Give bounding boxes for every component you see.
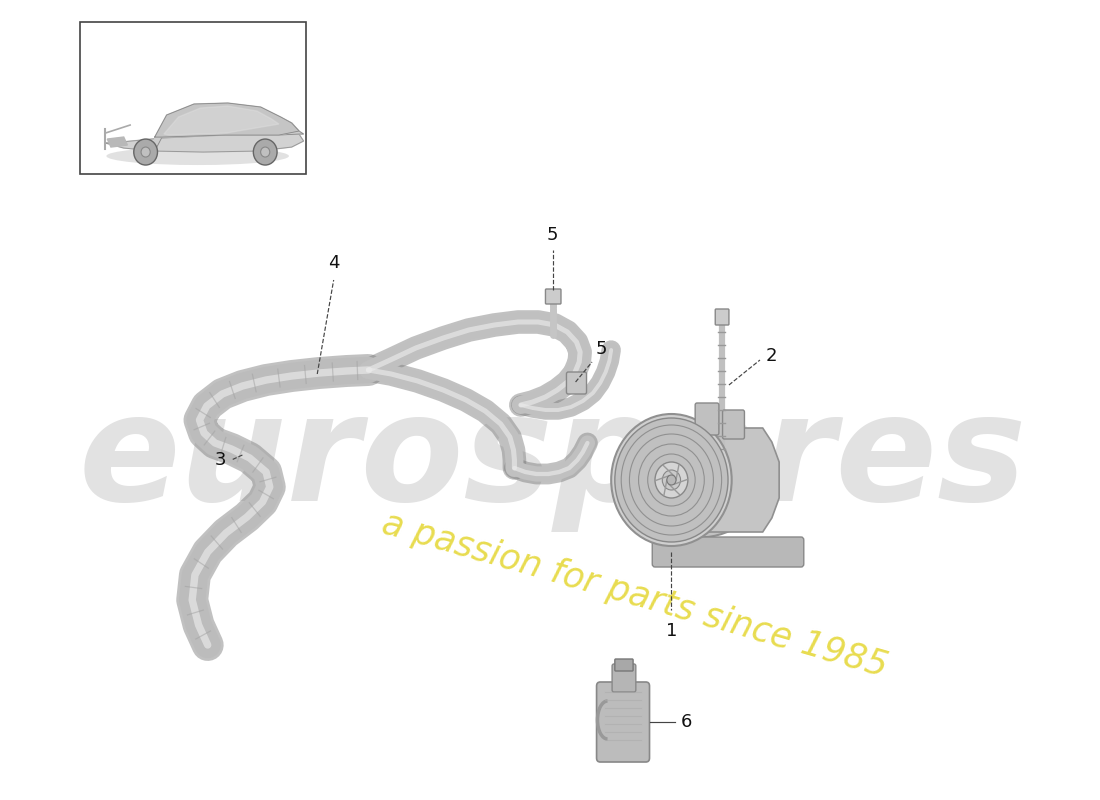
Circle shape [654,462,688,498]
Circle shape [261,147,270,157]
FancyBboxPatch shape [723,410,745,439]
Ellipse shape [107,147,289,165]
Circle shape [253,139,277,165]
Text: 5: 5 [547,226,559,244]
Circle shape [615,418,728,542]
Text: a passion for parts since 1985: a passion for parts since 1985 [378,506,892,684]
Polygon shape [155,109,304,151]
FancyBboxPatch shape [695,403,719,435]
Text: 1: 1 [666,622,678,640]
FancyBboxPatch shape [612,664,636,692]
Bar [80,22,306,174]
FancyBboxPatch shape [615,659,634,671]
Ellipse shape [632,422,764,538]
FancyBboxPatch shape [715,309,729,325]
Text: eurospares: eurospares [78,387,1027,533]
FancyBboxPatch shape [546,289,561,304]
FancyBboxPatch shape [566,372,586,394]
Circle shape [662,470,681,490]
Text: 3: 3 [214,451,225,469]
Text: 2: 2 [766,347,777,365]
Circle shape [141,147,151,157]
Polygon shape [106,134,304,152]
Text: 6: 6 [681,713,692,731]
Circle shape [667,475,676,485]
Polygon shape [658,428,779,532]
Circle shape [134,139,157,165]
Polygon shape [108,137,128,147]
FancyBboxPatch shape [652,537,804,567]
Polygon shape [155,103,299,137]
Polygon shape [164,106,279,135]
Text: 4: 4 [328,254,340,272]
Text: 5: 5 [596,340,607,358]
Polygon shape [637,488,659,518]
FancyBboxPatch shape [596,682,649,762]
Circle shape [612,414,732,546]
